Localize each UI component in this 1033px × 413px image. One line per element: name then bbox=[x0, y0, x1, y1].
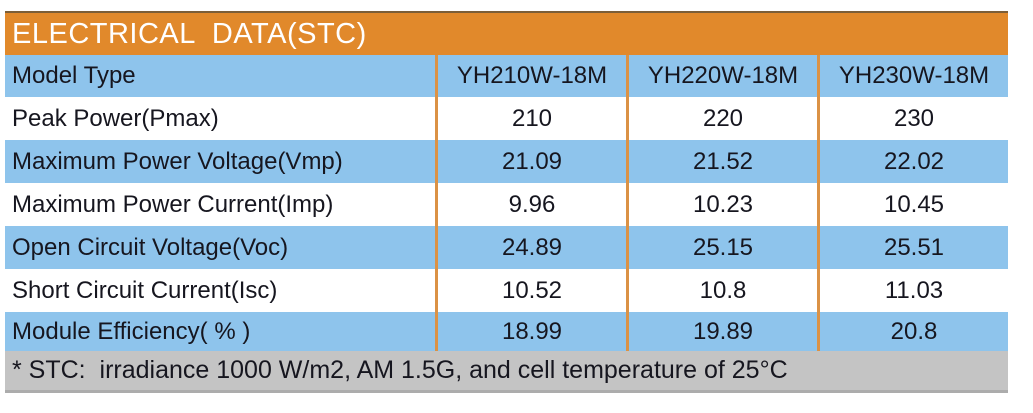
cell-value: 25.51 bbox=[817, 226, 1008, 269]
cell-value: 10.45 bbox=[817, 183, 1008, 226]
row-label: Peak Power(Pmax) bbox=[12, 104, 219, 132]
cell-value: 20.8 bbox=[817, 312, 1008, 351]
row-label: Module Efficiency( % ) bbox=[12, 317, 251, 345]
table-row-max-power-voltage: Maximum Power Voltage(Vmp) 21.09 21.52 2… bbox=[5, 140, 1008, 183]
cell-value: 24.89 bbox=[435, 226, 626, 269]
row-label: Maximum Power Current(Imp) bbox=[12, 190, 334, 218]
cell-value: 22.02 bbox=[817, 140, 1008, 183]
cell-value: 10.52 bbox=[435, 269, 626, 312]
table-title-bar: ELECTRICAL DATA(STC) bbox=[5, 11, 1008, 55]
cell-value: 21.52 bbox=[626, 140, 817, 183]
table-row-short-circuit-current: Short Circuit Current(Isc) 10.52 10.8 11… bbox=[5, 269, 1008, 312]
electrical-data-table: ELECTRICAL DATA(STC) Model Type YH210W-1… bbox=[5, 11, 1008, 393]
column-header-yh220w-18m: YH220W-18M bbox=[626, 55, 817, 97]
row-label: Maximum Power Voltage(Vmp) bbox=[12, 147, 343, 175]
table-row-max-power-current: Maximum Power Current(Imp) 9.96 10.23 10… bbox=[5, 183, 1008, 226]
cell-value: 11.03 bbox=[817, 269, 1008, 312]
cell-value: 210 bbox=[435, 97, 626, 140]
column-header-yh210w-18m: YH210W-18M bbox=[435, 55, 626, 97]
cell-value: 21.09 bbox=[435, 140, 626, 183]
column-header-model-type: Model Type bbox=[12, 62, 136, 89]
cell-value: 25.15 bbox=[626, 226, 817, 269]
table-title: ELECTRICAL DATA(STC) bbox=[12, 17, 367, 50]
cell-value: 220 bbox=[626, 97, 817, 140]
stc-footnote: * STC: irradiance 1000 W/m2, AM 1.5G, an… bbox=[5, 351, 1008, 393]
cell-value: 230 bbox=[817, 97, 1008, 140]
table-row-open-circuit-voltage: Open Circuit Voltage(Voc) 24.89 25.15 25… bbox=[5, 226, 1008, 269]
column-header-yh230w-18m: YH230W-18M bbox=[817, 55, 1008, 97]
cell-value: 9.96 bbox=[435, 183, 626, 226]
table-row-peak-power: Peak Power(Pmax) 210 220 230 bbox=[5, 97, 1008, 140]
cell-value: 18.99 bbox=[435, 312, 626, 351]
row-label: Short Circuit Current(Isc) bbox=[12, 276, 278, 304]
cell-value: 10.8 bbox=[626, 269, 817, 312]
table-column-header-row: Model Type YH210W-18M YH220W-18M YH230W-… bbox=[5, 55, 1008, 97]
table-row-module-efficiency: Module Efficiency( % ) 18.99 19.89 20.8 bbox=[5, 312, 1008, 351]
row-label: Open Circuit Voltage(Voc) bbox=[12, 233, 289, 261]
cell-value: 19.89 bbox=[626, 312, 817, 351]
cell-value: 10.23 bbox=[626, 183, 817, 226]
